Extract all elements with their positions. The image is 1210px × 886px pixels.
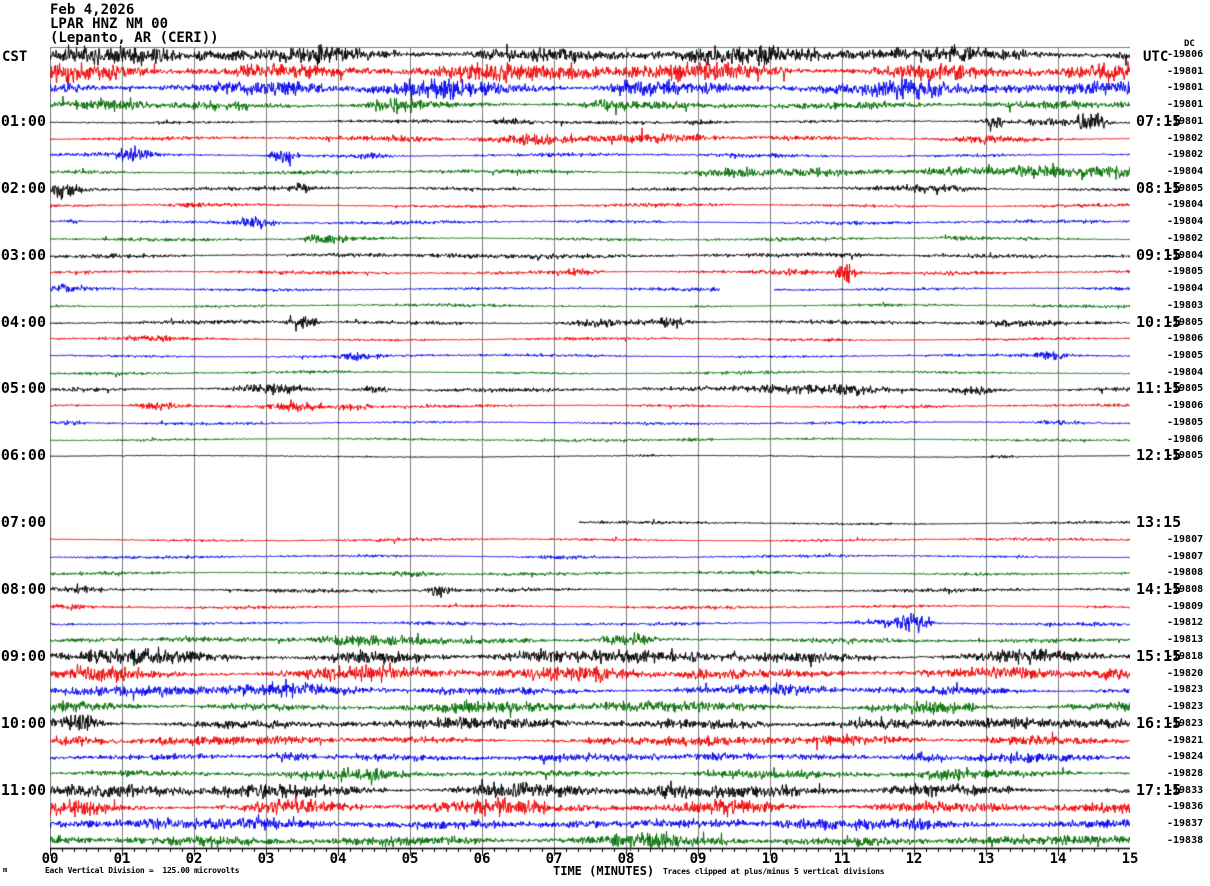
helicorder-plot	[50, 39, 1130, 860]
dc-offset-value: -19823	[1167, 684, 1204, 696]
dc-offset-value: -19804	[1167, 166, 1204, 178]
x-axis-tick-label: 05	[401, 851, 419, 867]
dc-offset-value: -19823	[1167, 701, 1204, 713]
cst-hour-label: 08:00	[0, 580, 46, 599]
cst-hour-label: 11:00	[0, 780, 46, 799]
dc-offset-value: -19805	[1167, 450, 1204, 462]
station-title: LPAR HNZ NM 00	[50, 16, 169, 32]
dc-offset-value: -19806	[1167, 400, 1204, 412]
date-title: Feb 4,2026	[50, 2, 135, 18]
x-axis-tick-label: 00	[41, 851, 59, 867]
dc-column-header: DC	[1184, 39, 1195, 49]
dc-offset-value: -19802	[1167, 232, 1204, 244]
right-timezone-label: UTC	[1143, 49, 1169, 65]
x-axis-tick-label: 09	[689, 851, 707, 867]
utc-hour-label: 13:15	[1136, 513, 1182, 532]
dc-offset-value: -19805	[1167, 383, 1204, 395]
vertical-division-note: Each Vertical Division = 125.00 microvol…	[45, 866, 240, 875]
dc-offset-value: -19821	[1167, 734, 1204, 746]
dc-offset-value: -19824	[1167, 751, 1204, 763]
dc-offset-value: -19807	[1167, 550, 1204, 562]
x-axis-tick-label: 01	[113, 851, 131, 867]
x-axis-tick-label: 15	[1121, 851, 1139, 867]
dc-offset-value: -19801	[1167, 65, 1204, 77]
utc-hour-label: 14:15	[1136, 580, 1182, 599]
x-axis-tick-label: 12	[905, 851, 923, 867]
dc-offset-value: -19838	[1167, 834, 1204, 846]
dc-offset-value: -19802	[1167, 149, 1204, 161]
dc-offset-value: -19833	[1167, 784, 1204, 796]
utc-hour-label: 17:15	[1136, 780, 1182, 799]
x-axis-tick-label: 07	[545, 851, 563, 867]
dc-offset-value: -19828	[1167, 767, 1204, 779]
dc-offset-value: -19820	[1167, 667, 1204, 679]
dc-offset-value: -19801	[1167, 115, 1204, 127]
dc-offset-value: -19804	[1167, 283, 1204, 295]
utc-hour-label: 11:15	[1136, 379, 1182, 398]
utc-hour-label: 07:15	[1136, 111, 1182, 130]
dc-offset-value: -19804	[1167, 366, 1204, 378]
dc-offset-value: -19805	[1167, 182, 1204, 194]
cst-hour-label: 03:00	[0, 245, 46, 264]
cst-hour-label: 07:00	[0, 513, 46, 532]
dc-offset-value: -19818	[1167, 650, 1204, 662]
dc-offset-value: -19837	[1167, 818, 1204, 830]
x-axis-title: TIME (MINUTES)	[553, 864, 655, 878]
dc-offset-value: -19803	[1167, 299, 1204, 311]
cst-hour-label: 06:00	[0, 446, 46, 465]
cst-hour-label: 01:00	[0, 111, 46, 130]
dc-offset-value: -19806	[1167, 333, 1204, 345]
cst-hour-label: 04:00	[0, 312, 46, 331]
utc-hour-label: 08:15	[1136, 178, 1182, 197]
dc-offset-value: -19804	[1167, 199, 1204, 211]
x-axis-tick-label: 10	[761, 851, 779, 867]
dc-offset-value: -19805	[1167, 316, 1204, 328]
dc-offset-value: -19802	[1167, 132, 1204, 144]
left-timezone-label: CST	[2, 49, 28, 65]
utc-hour-label: 10:15	[1136, 312, 1182, 331]
x-axis-tick-label: 13	[977, 851, 995, 867]
dc-offset-value: -19813	[1167, 634, 1204, 646]
utc-hour-label: 16:15	[1136, 713, 1182, 732]
dc-offset-value: -19804	[1167, 216, 1204, 228]
dc-offset-value: -19806	[1167, 49, 1204, 60]
cst-hour-label: 05:00	[0, 379, 46, 398]
utc-hour-label: 15:15	[1136, 646, 1182, 665]
dc-offset-value: -19808	[1167, 584, 1204, 596]
clipping-note: Traces clipped at plus/minus 5 vertical …	[663, 867, 885, 876]
dc-offset-value: -19801	[1167, 99, 1204, 111]
x-axis-tick-label: 08	[617, 851, 635, 867]
dc-offset-value: -19812	[1167, 617, 1204, 629]
dc-offset-value: -19809	[1167, 600, 1204, 612]
dc-offset-value: -19836	[1167, 801, 1204, 813]
cst-hour-label: 02:00	[0, 178, 46, 197]
utc-hour-label: 09:15	[1136, 245, 1182, 264]
x-axis-tick-label: 02	[185, 851, 203, 867]
dc-offset-value: -19805	[1167, 416, 1204, 428]
cst-hour-label: 10:00	[0, 713, 46, 732]
dc-offset-value: -19808	[1167, 567, 1204, 579]
dc-offset-value: -19807	[1167, 533, 1204, 545]
utc-hour-label: 12:15	[1136, 446, 1182, 465]
x-axis-tick-label: 04	[329, 851, 347, 867]
dc-offset-value: -19804	[1167, 249, 1204, 261]
cst-hour-label: 09:00	[0, 646, 46, 665]
dc-offset-value: -19823	[1167, 717, 1204, 729]
dc-offset-value: -19805	[1167, 349, 1204, 361]
x-axis-tick-label: 14	[1049, 851, 1067, 867]
x-axis-tick-label: 11	[833, 851, 851, 867]
x-axis-tick-label: 06	[473, 851, 491, 867]
corner-mark: m	[3, 866, 8, 874]
dc-offset-value: -19801	[1167, 82, 1204, 94]
dc-offset-value: -19805	[1167, 266, 1204, 278]
dc-offset-value: -19806	[1167, 433, 1204, 445]
x-axis-tick-label: 03	[257, 851, 275, 867]
